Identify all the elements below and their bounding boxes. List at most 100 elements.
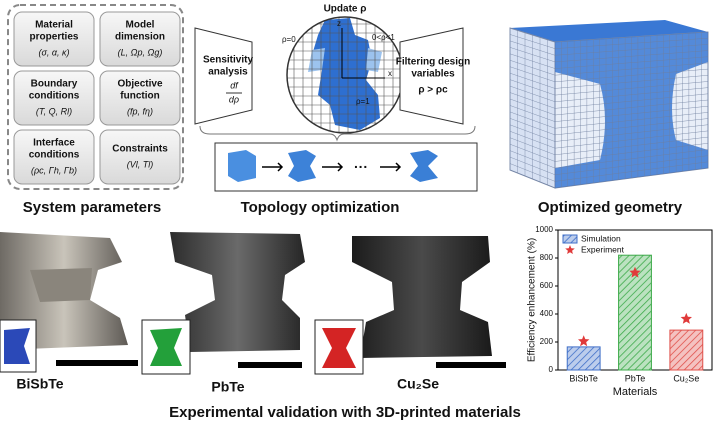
mesh-line bbox=[554, 62, 709, 76]
label: variables bbox=[411, 69, 455, 80]
mesh-line bbox=[554, 112, 709, 129]
mesh-line bbox=[554, 124, 709, 142]
parameter-box bbox=[13, 11, 95, 67]
parameter-label: properties bbox=[30, 32, 79, 43]
scale-bar bbox=[436, 362, 506, 368]
label: ρ=0 bbox=[282, 35, 296, 44]
mesh-line bbox=[554, 143, 709, 162]
parameter-label: Interface bbox=[33, 138, 75, 149]
parameter-symbols: (σ, α, κ) bbox=[38, 47, 69, 57]
mesh-line bbox=[554, 68, 709, 83]
mesh-line bbox=[554, 56, 709, 69]
parameter-box bbox=[13, 70, 95, 126]
parameter-label: conditions bbox=[29, 91, 80, 102]
label: z bbox=[337, 19, 341, 28]
sample-photo bbox=[30, 268, 92, 302]
mesh-line bbox=[554, 81, 709, 96]
legend-marker bbox=[565, 245, 575, 254]
sample-photo bbox=[352, 236, 492, 358]
parameter-symbols: (Vl, Tl) bbox=[127, 159, 154, 169]
mesh-line bbox=[554, 87, 709, 102]
trapezoid bbox=[194, 27, 253, 125]
mesh-line bbox=[554, 149, 709, 169]
parameter-box bbox=[99, 70, 181, 126]
mesh-line bbox=[554, 37, 709, 49]
mesh-line bbox=[554, 99, 709, 116]
y-tick-label: 400 bbox=[540, 309, 554, 318]
label: Filtering design bbox=[396, 57, 470, 68]
mesh bbox=[509, 27, 709, 189]
label: analysis bbox=[208, 67, 248, 78]
mesh-line bbox=[554, 155, 709, 175]
y-tick-label: 1000 bbox=[535, 225, 553, 234]
parameter-symbols: (T, Q, Rl) bbox=[36, 106, 72, 116]
y-tick-label: 0 bbox=[549, 365, 554, 374]
legend-label: Simulation bbox=[581, 233, 621, 243]
mesh-line bbox=[554, 93, 709, 109]
marker bbox=[578, 335, 590, 347]
parameter-box bbox=[13, 129, 95, 185]
geometry-top bbox=[510, 20, 708, 42]
x-tick-label: BiSbTe bbox=[569, 373, 598, 383]
label: Update ρ bbox=[324, 4, 367, 15]
label: x bbox=[388, 69, 392, 78]
y-tick-label: 600 bbox=[540, 281, 554, 290]
inset-shape bbox=[4, 328, 30, 364]
panel-title: Optimized geometry bbox=[538, 199, 683, 216]
mesh-line bbox=[554, 50, 709, 63]
label: dρ bbox=[229, 94, 239, 104]
bar bbox=[566, 346, 601, 371]
marker bbox=[629, 266, 641, 278]
legend-label: Experiment bbox=[581, 244, 625, 254]
panel-frame bbox=[7, 4, 184, 190]
parameter-symbols: (fp, fη) bbox=[127, 106, 153, 116]
iteration-shapes bbox=[228, 150, 438, 182]
sample-photo bbox=[170, 232, 305, 352]
label: ρ > ρc bbox=[418, 85, 448, 96]
sample-label: PbTe bbox=[211, 379, 244, 395]
parameter-box bbox=[99, 11, 181, 67]
sample-label: BiSbTe bbox=[16, 376, 63, 392]
scale-bar bbox=[238, 362, 302, 368]
iteration-box bbox=[214, 142, 478, 192]
parameter-label: conditions bbox=[29, 150, 80, 161]
trapezoid bbox=[399, 27, 464, 125]
label: ρ=1 bbox=[356, 97, 370, 106]
y-tick-label: 200 bbox=[540, 337, 554, 346]
design-grid bbox=[287, 17, 403, 133]
validation-title: Experimental validation with 3D-printed … bbox=[169, 404, 521, 421]
scale-bar bbox=[56, 360, 138, 366]
y-axis-label: Efficiency enhancement (%) bbox=[527, 238, 538, 362]
parameter-box bbox=[99, 129, 181, 185]
mesh-line bbox=[554, 130, 709, 149]
legend-marker bbox=[562, 234, 578, 244]
y-tick-label: 800 bbox=[540, 253, 554, 262]
panel-title: Topology optimization bbox=[241, 199, 400, 216]
x-tick-label: PbTe bbox=[625, 373, 646, 383]
parameter-label: Boundary bbox=[31, 79, 78, 90]
label: Sensitivity bbox=[203, 55, 253, 66]
parameter-label: function bbox=[120, 91, 159, 102]
sample-label: Cu₂Se bbox=[397, 376, 439, 392]
bar-chart: 0 200 400 600 800 1000 Efficiency enhancement … bbox=[527, 225, 713, 398]
parameter-symbols: (ρc, Γh, Γb) bbox=[31, 165, 77, 175]
inset-shape bbox=[322, 328, 356, 368]
mesh-line bbox=[554, 105, 709, 122]
marker bbox=[680, 312, 692, 324]
parameter-label: Objective bbox=[117, 79, 162, 90]
mesh-line bbox=[554, 167, 709, 189]
bracket bbox=[199, 125, 476, 142]
bar bbox=[669, 329, 704, 371]
parameter-symbols: (L, Ωp, Ωg) bbox=[118, 47, 163, 57]
x-axis-label: Materials bbox=[613, 386, 658, 398]
ellipsis: ··· bbox=[354, 159, 368, 175]
mesh-line bbox=[554, 75, 709, 89]
bar bbox=[618, 254, 652, 371]
parameter-label: Model bbox=[126, 20, 155, 31]
mesh-line bbox=[554, 31, 709, 43]
mesh-line bbox=[554, 44, 709, 56]
parameter-label: Material bbox=[35, 20, 73, 31]
label: 0<ρ<1 bbox=[372, 33, 395, 42]
